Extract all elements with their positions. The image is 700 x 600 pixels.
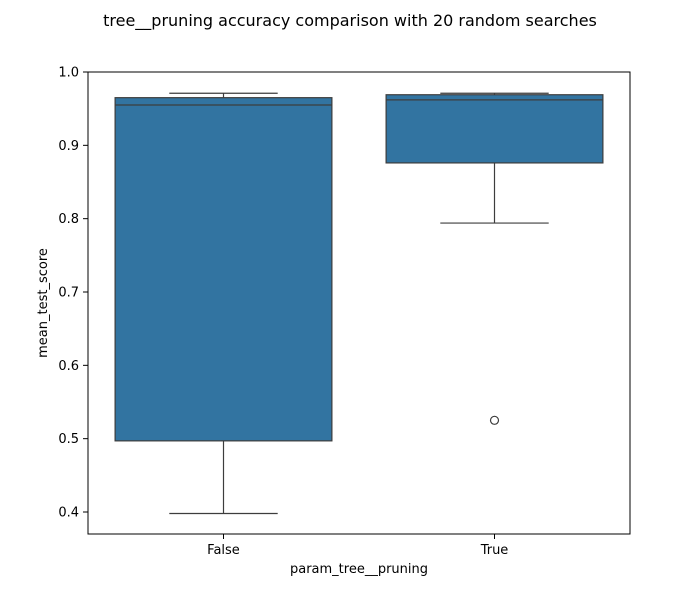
box-series [114,92,604,515]
iqr-box [114,97,333,442]
y-tick-label: 1.0 [58,66,79,81]
y-tick-label: 0.6 [58,359,79,374]
chart-title: tree__pruning accuracy comparison with 2… [103,11,597,31]
x-axis-label: param_tree__pruning [290,562,428,577]
y-tick-label: 0.7 [58,286,79,301]
y-tick-label: 0.5 [58,432,79,447]
y-tick-label: 0.8 [58,212,79,227]
x-tick-label: False [207,543,240,558]
y-tick-label: 0.9 [58,139,79,154]
outlier-point [489,415,500,425]
y-tick-label: 0.4 [58,506,79,521]
y-axis-label: mean_test_score [36,248,51,358]
y-axis: 0.4 0.5 0.6 0.7 0.8 0.9 1.0 [58,66,88,521]
x-axis: False True [207,534,508,558]
x-tick-label: True [480,543,509,558]
iqr-box [385,94,604,164]
box-false [114,92,333,515]
box-true [385,92,604,425]
